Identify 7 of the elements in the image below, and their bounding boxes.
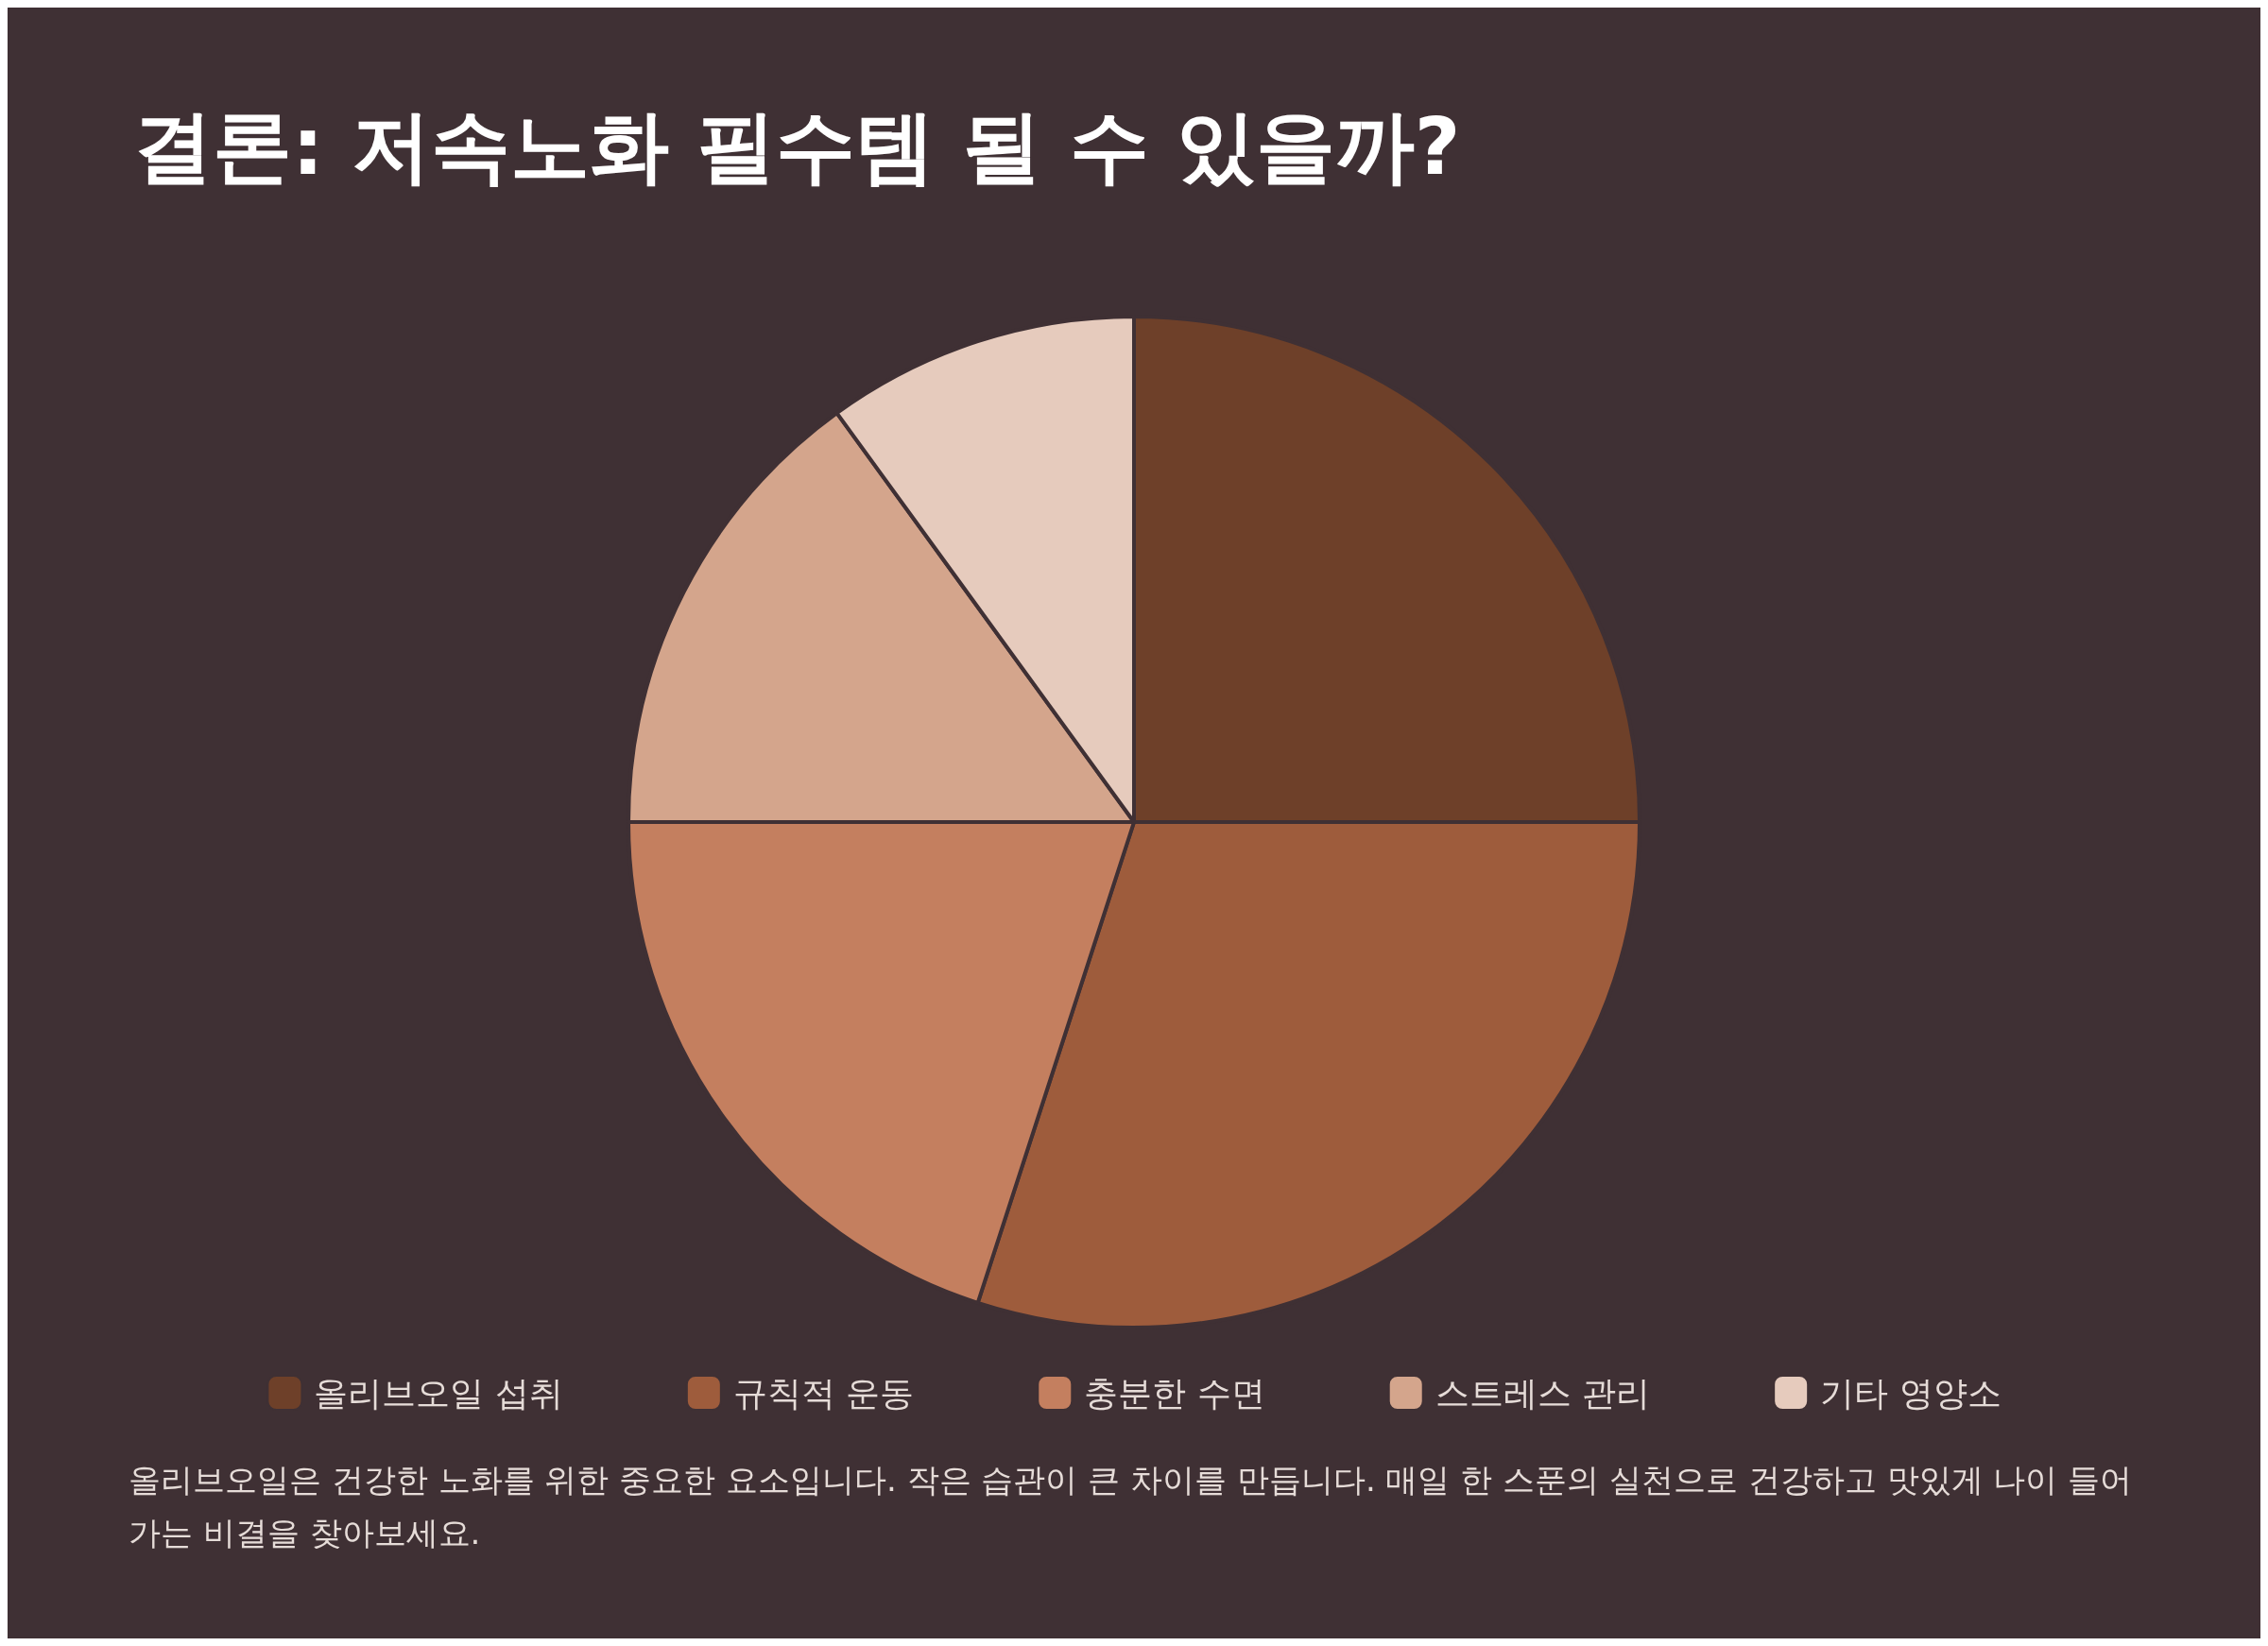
legend-label: 충분한 수면 xyxy=(1084,1373,1265,1413)
legend-label: 기타 영양소 xyxy=(1820,1373,2002,1413)
chart-title: 결론: 저속노화 필수템 될 수 있을까? xyxy=(133,100,1461,193)
legend-label: 올리브오일 섭취 xyxy=(314,1373,563,1413)
legend-label: 규칙적 운동 xyxy=(732,1373,915,1413)
legend-label: 스트레스 관리 xyxy=(1435,1373,1651,1413)
text: 올리브오일은 건강한 노화를 위한 중요한 요소입니다. 작은 습관이 큰 차이를 만듭니다. 매일 한 스푼의 실천으로 건강하고 맛있게 나이 들어가는 비결을 찾아보세요. xyxy=(129,1461,2133,1552)
